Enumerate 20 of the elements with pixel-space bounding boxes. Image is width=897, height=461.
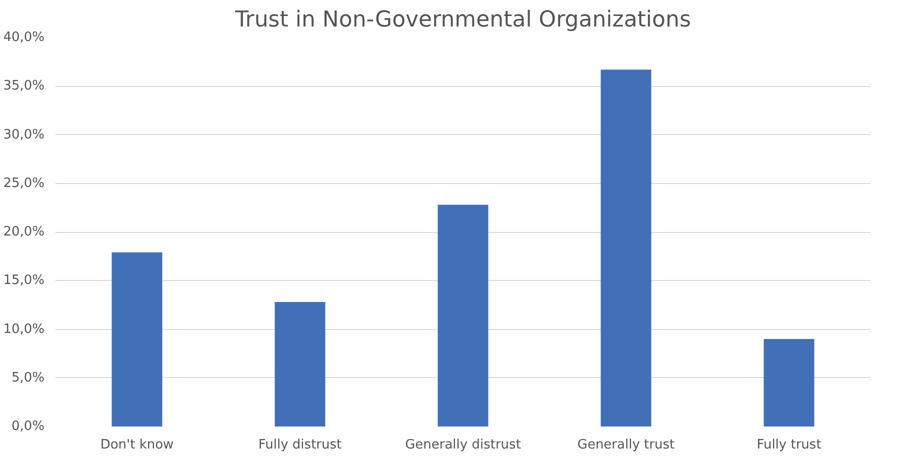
chart-title: Trust in Non-Governmental Organizations <box>234 8 691 32</box>
x-tick-label: Don't know <box>100 438 174 452</box>
y-tick-label: 15,0% <box>3 273 45 288</box>
bar <box>764 338 814 426</box>
y-tick-label: 30,0% <box>3 127 45 142</box>
bar <box>274 302 326 426</box>
bar <box>600 70 652 426</box>
bar <box>112 252 162 426</box>
x-tick-label: Generally trust <box>577 438 675 452</box>
x-tick-label: Generally distrust <box>405 438 521 452</box>
y-tick-label: 20,0% <box>3 224 45 240</box>
x-tick-label: Fully trust <box>756 438 822 452</box>
bar <box>438 204 488 426</box>
y-tick-label: 40,0% <box>3 30 45 45</box>
y-tick-label: 10,0% <box>3 322 45 337</box>
y-tick-label: 35,0% <box>3 78 45 94</box>
y-tick-label: 25,0% <box>3 176 45 191</box>
y-tick-label: 5,0% <box>11 370 45 386</box>
y-tick-label: 0,0% <box>11 419 45 434</box>
x-tick-label: Fully distrust <box>258 438 342 452</box>
